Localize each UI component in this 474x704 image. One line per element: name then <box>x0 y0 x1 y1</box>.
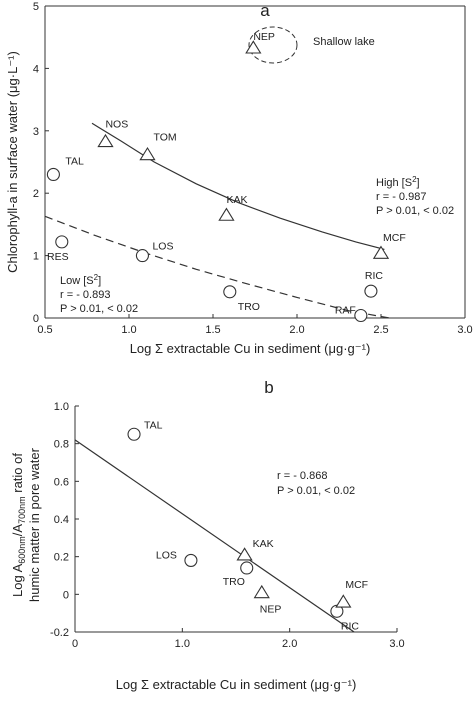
panel-a-point-kak-label: KAK <box>226 194 247 206</box>
panel-b-point-tro <box>240 561 254 575</box>
panel-b-point-mcf <box>335 594 352 608</box>
panel-b-point-kak-label: KAK <box>253 538 274 550</box>
panel-a-point-tal <box>46 167 60 182</box>
panel-a-point-tro <box>223 285 237 299</box>
panel-b-y-label-line1: Log A600nm/A700nm ratio of <box>10 453 27 597</box>
panel-a-high-p: P > 0.01, < 0.02 <box>376 205 454 217</box>
panel-b: b 0 1.0 2.0 3.0-0.200.20.40.60.81.0 TALLOST… <box>10 378 405 692</box>
panel-b-y-tick-label: 0.4 <box>54 514 69 526</box>
panel-a-y-label: Chlorophyll-a in surface water (μg·L⁻¹) <box>5 51 20 273</box>
panel-b-stats: r = - 0.868 P > 0.01, < 0.02 <box>277 470 355 497</box>
panel-a-y-tick-label: 3 <box>33 126 39 138</box>
panel-b-x-tick-label: 1.0 <box>175 638 190 650</box>
panel-b-y-tick-label: 1.0 <box>54 401 69 413</box>
panel-b-point-tal-label: TAL <box>144 419 163 431</box>
panel-a-shallow-lake-label: Shallow lake <box>313 36 375 48</box>
panel-a-high-stats: High [S2] r = - 0.987 P > 0.01, < 0.02 <box>376 175 454 217</box>
panel-a-point-nep <box>245 40 262 54</box>
panel-a-x-tick-label: 2.0 <box>289 324 304 336</box>
panel-b-point-los <box>184 553 198 567</box>
panel-a-y-tick-label: 1 <box>33 251 39 263</box>
panel-a-x-tick-label: 1.0 <box>121 324 136 336</box>
panel-a-point-los-label: LOS <box>152 241 173 253</box>
panel-a-y-tick-label: 2 <box>33 188 39 200</box>
panel-b-y-tick-label: 0.8 <box>54 439 69 451</box>
panel-a-x-label: Log Σ extractable Cu in sediment (μg·g⁻¹… <box>130 341 371 356</box>
panel-a-point-ric-label: RIC <box>365 270 384 282</box>
panel-a-point-tro-label: TRO <box>238 301 260 313</box>
panel-b-point-ric-label: RIC <box>341 620 360 632</box>
panel-b-x-tick-label: 0 <box>72 638 78 650</box>
panel-b-letter: b <box>264 378 273 397</box>
panel-a-point-res <box>55 235 69 249</box>
panel-b-x-tick-label: 3.0 <box>389 638 404 650</box>
panel-a-point-nos <box>97 133 114 148</box>
panel-a-point-mcf <box>372 245 390 259</box>
panel-b-r: r = - 0.868 <box>277 470 327 482</box>
panel-a-y-tick-label: 5 <box>33 1 39 13</box>
panel-a-low-stats: Low [S2] r = - 0.893 P > 0.01, < 0.02 <box>60 273 138 315</box>
panel-b-y-tick-label: 0.6 <box>54 476 69 488</box>
panel-a-point-ric <box>364 284 378 298</box>
panel-a-fit-high <box>91 122 385 250</box>
panel-a-point-nep-label: NEP <box>253 31 275 43</box>
panel-a-y-tick-label: 0 <box>33 313 39 325</box>
panel-a-x-tick-label: 2.5 <box>373 324 388 336</box>
panel-a-shallow-lake-ellipse <box>248 26 298 64</box>
panel-a-point-tal-label: TAL <box>65 155 84 167</box>
panel-a-point-raf <box>354 308 368 323</box>
panel-b-y-tick-label: -0.2 <box>50 627 69 639</box>
panel-b-point-kak <box>236 547 253 561</box>
panel-a-point-los <box>135 249 149 263</box>
panel-a-high-heading: High [S2] <box>376 175 420 189</box>
panel-a-y-tick-label: 4 <box>33 63 39 75</box>
panel-a-point-mcf-label: MCF <box>383 232 406 244</box>
panel-a-point-tom <box>139 146 156 161</box>
panel-a-point-res-label: RES <box>47 251 69 263</box>
panel-b-point-mcf-label: MCF <box>345 579 368 591</box>
panel-a-x-tick-label: 1.5 <box>205 324 220 336</box>
panel-b-point-tal <box>127 427 141 441</box>
panel-b-fit-line <box>74 439 355 633</box>
panel-a-low-heading: Low [S2] <box>60 273 101 287</box>
panel-b-y-label-line2: humic matter in pore water <box>27 447 42 602</box>
panel-a-x-tick-label: 3.0 <box>457 324 472 336</box>
panel-a-fit-low <box>44 215 390 319</box>
panel-a-point-tom-label: TOM <box>153 132 176 144</box>
panel-a-low-r: r = - 0.893 <box>60 289 110 301</box>
panel-a-letter: a <box>260 1 270 20</box>
panel-b-x-label: Log Σ extractable Cu in sediment (μg·g⁻¹… <box>116 677 357 692</box>
panel-b-y-tick-label: 0 <box>63 589 69 601</box>
panel-a-point-nos-label: NOS <box>105 118 128 130</box>
panel-b-point-tro-label: TRO <box>223 576 245 588</box>
panel-b-point-nep <box>253 584 270 599</box>
panel-a-point-kak <box>218 207 235 221</box>
panel-a-low-p: P > 0.01, < 0.02 <box>60 303 138 315</box>
panel-b-y-tick-label: 0.2 <box>54 552 69 564</box>
panel-b-point-los-label: LOS <box>156 549 177 561</box>
panel-b-x-tick-label: 2.0 <box>282 638 297 650</box>
panel-a-point-raf-label: RAF <box>335 305 356 317</box>
panel-b-p: P > 0.01, < 0.02 <box>277 485 355 497</box>
panel-a-high-r: r = - 0.987 <box>376 191 426 203</box>
panel-b-point-nep-label: NEP <box>260 603 282 615</box>
panel-a-x-tick-label: 0.5 <box>37 324 52 336</box>
